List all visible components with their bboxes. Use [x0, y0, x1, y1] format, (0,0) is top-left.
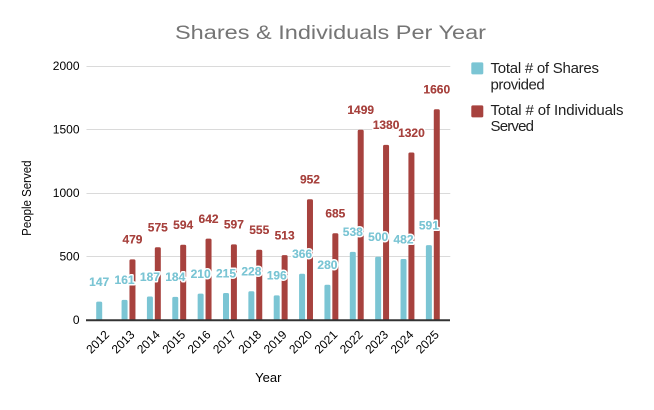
svg-text:685: 685 — [325, 207, 345, 221]
svg-text:1660: 1660 — [423, 83, 450, 97]
svg-text:500: 500 — [368, 230, 388, 244]
svg-text:280: 280 — [317, 258, 337, 272]
svg-text:161: 161 — [115, 273, 135, 287]
svg-text:594: 594 — [173, 218, 193, 232]
svg-text:642: 642 — [199, 212, 219, 226]
svg-text:228: 228 — [241, 265, 261, 279]
svg-text:555: 555 — [249, 223, 269, 237]
svg-text:479: 479 — [122, 233, 142, 247]
svg-text:500: 500 — [59, 250, 79, 264]
svg-text:Total # of Shares: Total # of Shares — [491, 60, 600, 77]
svg-text:555: 555 — [249, 223, 269, 237]
svg-text:1660: 1660 — [423, 83, 450, 97]
svg-text:provided: provided — [491, 77, 545, 94]
svg-text:Shares & Individuals Per Year: Shares & Individuals Per Year — [175, 23, 487, 44]
svg-text:597: 597 — [224, 218, 244, 232]
svg-text:184: 184 — [165, 270, 185, 284]
svg-text:538: 538 — [343, 225, 363, 239]
svg-text:196: 196 — [267, 269, 287, 283]
svg-text:575: 575 — [148, 220, 168, 234]
svg-text:366: 366 — [292, 247, 312, 261]
svg-text:184: 184 — [165, 270, 185, 284]
svg-text:Year: Year — [255, 370, 282, 385]
svg-text:594: 594 — [173, 218, 193, 232]
svg-text:0: 0 — [73, 313, 80, 327]
svg-text:1380: 1380 — [373, 118, 400, 132]
svg-text:187: 187 — [140, 270, 160, 284]
svg-text:513: 513 — [275, 228, 295, 242]
svg-text:479: 479 — [122, 233, 142, 247]
svg-text:People Served: People Served — [19, 161, 34, 236]
svg-text:685: 685 — [325, 207, 345, 221]
svg-text:482: 482 — [394, 232, 414, 246]
svg-text:280: 280 — [317, 258, 337, 272]
svg-text:952: 952 — [300, 173, 320, 187]
svg-text:597: 597 — [224, 218, 244, 232]
svg-text:500: 500 — [368, 230, 388, 244]
svg-text:591: 591 — [419, 218, 439, 232]
svg-text:575: 575 — [148, 220, 168, 234]
svg-text:1000: 1000 — [53, 186, 80, 200]
svg-text:161: 161 — [115, 273, 135, 287]
svg-text:215: 215 — [216, 266, 236, 280]
svg-text:1380: 1380 — [373, 118, 400, 132]
svg-text:591: 591 — [419, 218, 439, 232]
svg-text:228: 228 — [241, 265, 261, 279]
svg-text:215: 215 — [216, 266, 236, 280]
svg-text:1320: 1320 — [398, 126, 425, 140]
svg-text:513: 513 — [275, 228, 295, 242]
svg-text:196: 196 — [267, 269, 287, 283]
svg-text:187: 187 — [140, 270, 160, 284]
svg-text:642: 642 — [199, 212, 219, 226]
svg-text:952: 952 — [300, 173, 320, 187]
svg-text:538: 538 — [343, 225, 363, 239]
svg-text:1320: 1320 — [398, 126, 425, 140]
svg-text:1499: 1499 — [347, 103, 374, 117]
svg-text:147: 147 — [89, 275, 109, 289]
svg-text:210: 210 — [191, 267, 211, 281]
svg-text:Total # of Individuals: Total # of Individuals — [491, 102, 624, 119]
svg-text:210: 210 — [191, 267, 211, 281]
svg-text:366: 366 — [292, 247, 312, 261]
svg-text:1499: 1499 — [347, 103, 374, 117]
svg-text:Served: Served — [491, 118, 535, 135]
svg-text:2000: 2000 — [53, 59, 80, 73]
svg-text:1500: 1500 — [53, 122, 80, 136]
svg-text:482: 482 — [394, 232, 414, 246]
svg-text:147: 147 — [89, 275, 109, 289]
